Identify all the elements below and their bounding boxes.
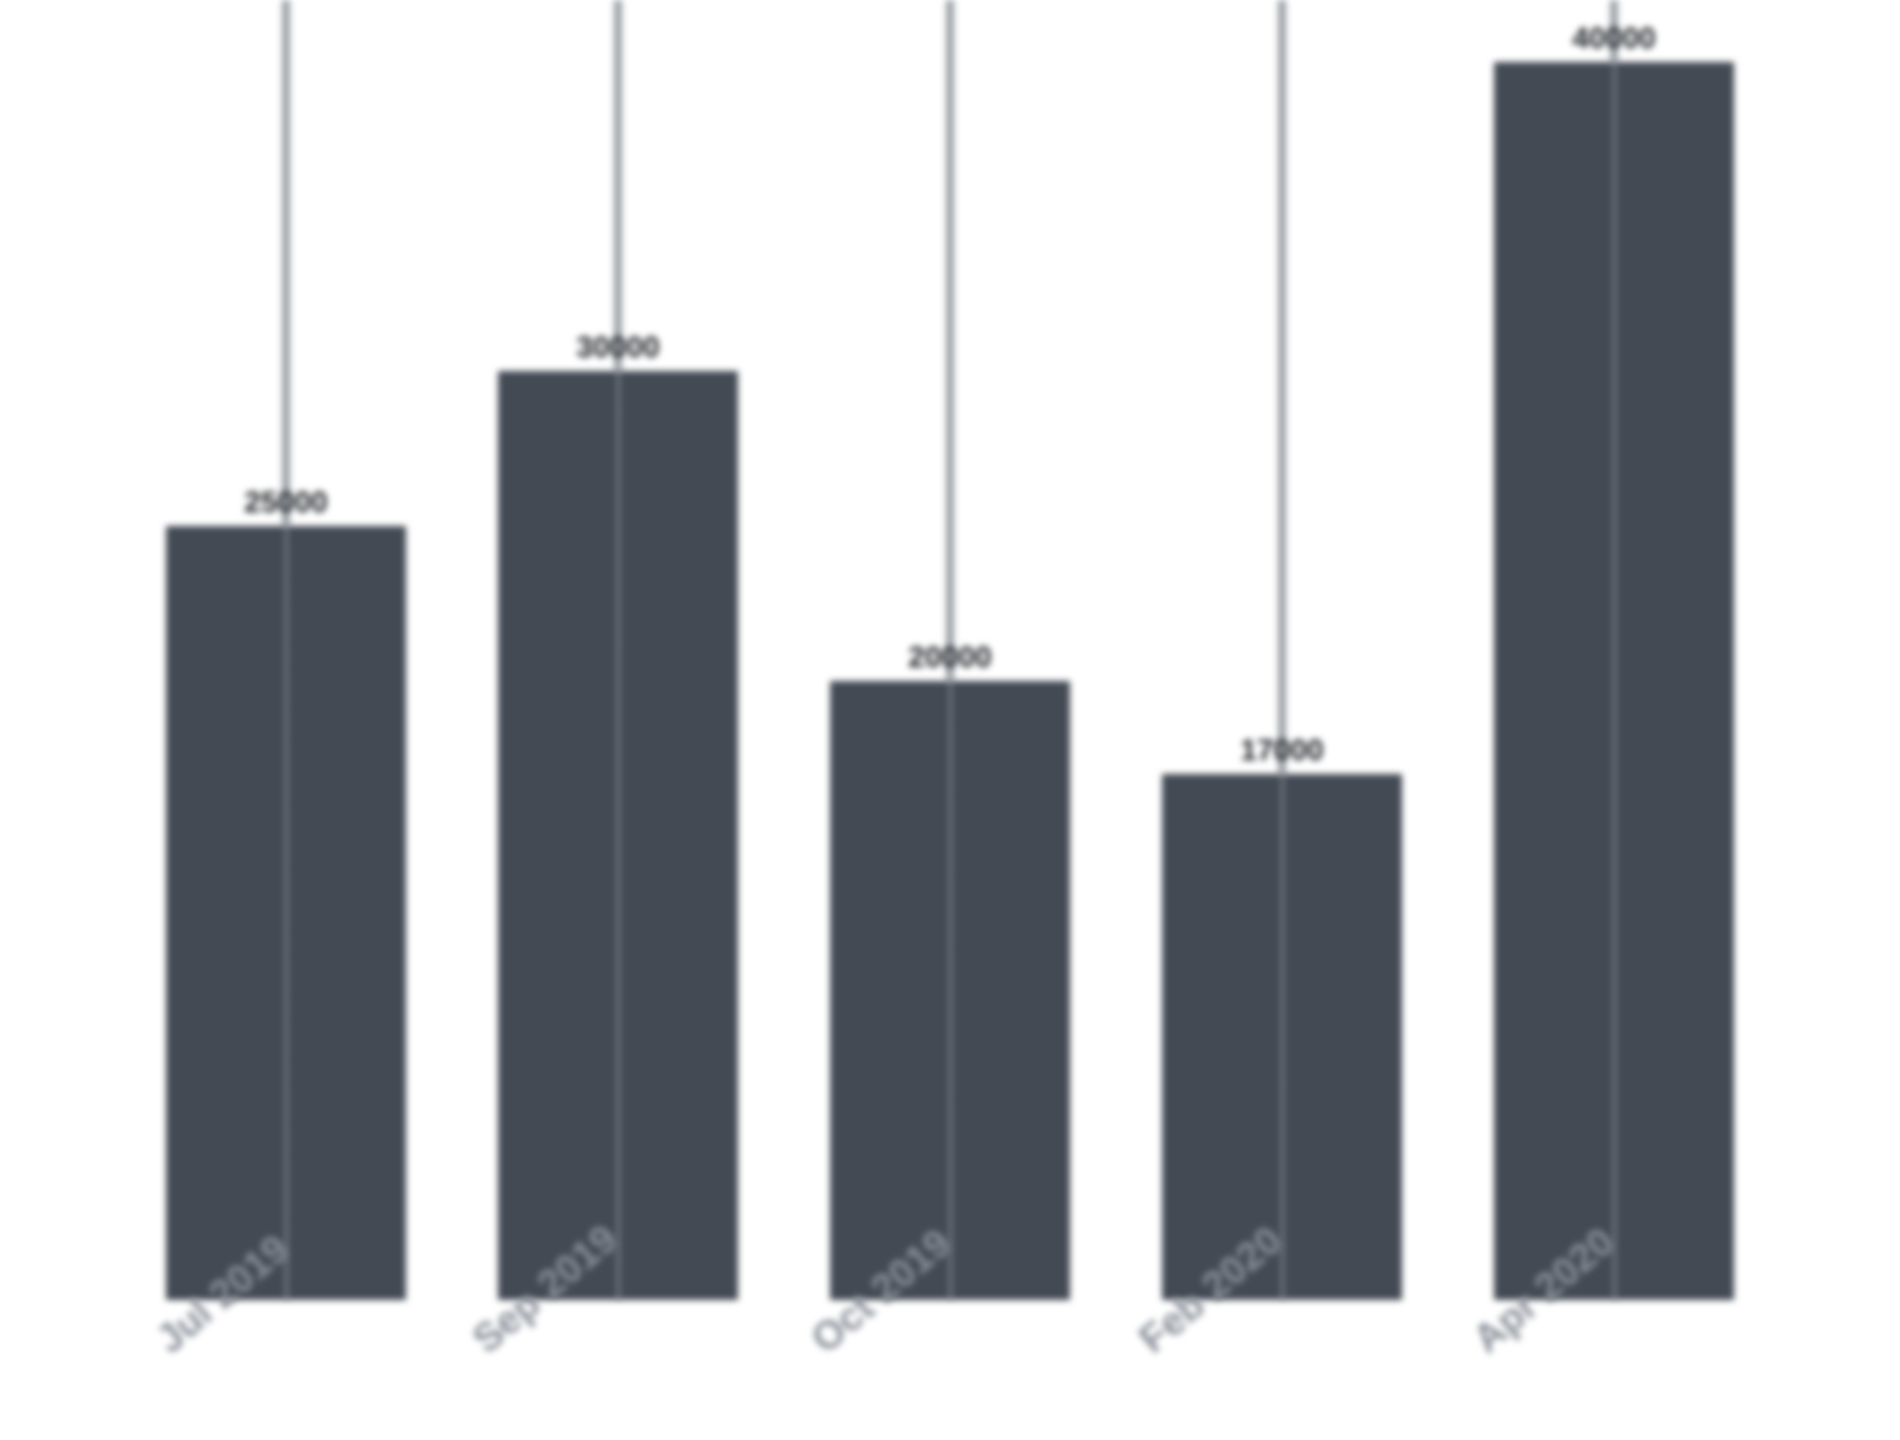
gridline-dashed bbox=[949, 681, 952, 1300]
gridline-solid bbox=[1278, 0, 1286, 774]
bar-value-label: 25000 bbox=[244, 486, 327, 520]
chart-canvas: 25000Jul 201930000Sep 201920000Oct 20191… bbox=[0, 0, 1900, 1440]
gridline-solid bbox=[946, 0, 954, 681]
gridline-solid bbox=[282, 0, 290, 526]
bar-value-label: 17000 bbox=[1240, 734, 1323, 768]
gridline-dashed bbox=[1281, 774, 1284, 1300]
gridline-dashed bbox=[617, 371, 620, 1300]
gridline-dashed bbox=[1613, 62, 1616, 1300]
bar-value-label: 30000 bbox=[576, 331, 659, 365]
gridline-solid bbox=[614, 0, 622, 371]
gridline-dashed bbox=[285, 526, 288, 1300]
bar-value-label: 20000 bbox=[908, 641, 991, 675]
bar-value-label: 40000 bbox=[1572, 22, 1655, 56]
plot-area: 25000Jul 201930000Sep 201920000Oct 20191… bbox=[120, 0, 1780, 1300]
